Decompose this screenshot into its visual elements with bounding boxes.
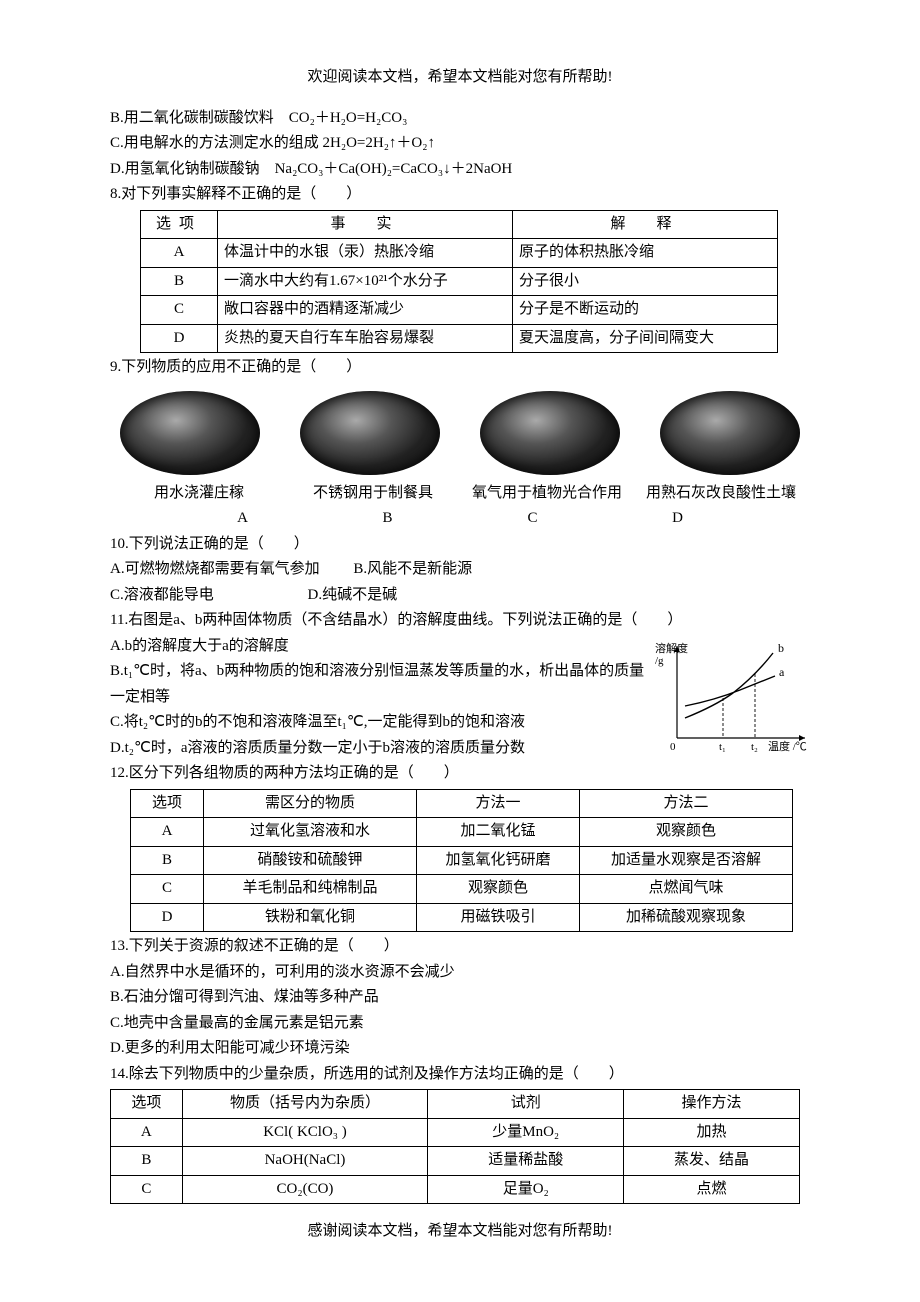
y-label-unit: /g <box>655 655 664 667</box>
q8-table: 选项 事 实 解 释 A体温计中的水银（汞）热胀冷缩原子的体积热胀冷缩 B一滴水… <box>140 210 778 354</box>
q10-opt-b: B.风能不是新能源 <box>353 561 472 577</box>
x-label: 温度 /℃ <box>768 739 807 753</box>
q9-letter-c: C <box>460 506 605 532</box>
option-c-pre: C.用电解水的方法测定水的组成 2H₂O=2H₂↑＋O₂↑ <box>110 131 810 157</box>
q13-opt-b: B.石油分馏可得到汽油、煤油等多种产品 <box>110 985 810 1011</box>
q10-opt-d: D.纯碱不是碱 <box>308 587 398 603</box>
q12-table: 选项 需区分的物质 方法一 方法二 A过氧化氢溶液和水加二氧化锰观察颜色 B硝酸… <box>130 789 793 933</box>
q13-opt-c: C.地壳中含量最高的金属元素是铝元素 <box>110 1011 810 1037</box>
q13-stem: 13.下列关于资源的叙述不正确的是（ ） <box>110 934 810 960</box>
table-row: A体温计中的水银（汞）热胀冷缩原子的体积热胀冷缩 <box>141 239 778 268</box>
q9-caption-d: 用熟石灰改良酸性土壤 <box>634 481 808 507</box>
q12-head-c3: 方法一 <box>417 789 580 818</box>
q14-stem: 14.除去下列物质中的少量杂质，所选用的试剂及操作方法均正确的是（ ） <box>110 1062 810 1088</box>
q10-opt-a: A.可燃物燃烧都需要有氧气参加 <box>110 561 320 577</box>
q12-head-c4: 方法二 <box>580 789 793 818</box>
q13-opt-d: D.更多的利用太阳能可减少环境污染 <box>110 1036 810 1062</box>
table-row: CCO₂(CO)足量O₂点燃 <box>111 1175 800 1204</box>
q9-image-row <box>110 391 810 475</box>
q11-solubility-chart: 溶解度 /g b a 0 t₁ t₂ 温度 /℃ <box>655 638 810 758</box>
xtick-t2: t₂ <box>751 741 758 753</box>
q9-caption-row: 用水浇灌庄稼 不锈钢用于制餐具 氧气用于植物光合作用 用熟石灰改良酸性土壤 <box>110 481 810 507</box>
q8-head-c2: 事 实 <box>218 210 513 239</box>
q8-head-c1: 选项 <box>141 210 218 239</box>
table-row: B一滴水中大约有1.67×10²¹个水分子分子很小 <box>141 267 778 296</box>
q14-table: 选项 物质（括号内为杂质） 试剂 操作方法 AKCl( KClO₃ )少量MnO… <box>110 1089 800 1204</box>
q10-opts-row1: A.可燃物燃烧都需要有氧气参加 B.风能不是新能源 <box>110 557 810 583</box>
q9-letter-b: B <box>315 506 460 532</box>
q12-stem: 12.区分下列各组物质的两种方法均正确的是（ ） <box>110 761 810 787</box>
origin-label: 0 <box>670 741 676 753</box>
q11-opt-b: B.t₁℃时，将a、b两种物质的饱和溶液分别恒温蒸发等质量的水，析出晶体的质量一… <box>110 659 647 710</box>
q9-image-d <box>660 391 800 475</box>
table-row: BNaOH(NaCl)适量稀盐酸蒸发、结晶 <box>111 1147 800 1176</box>
q11-opt-d: D.t₂℃时，a溶液的溶质质量分数一定小于b溶液的溶质质量分数 <box>110 736 647 762</box>
curve-b <box>685 653 773 718</box>
q11-opt-c: C.将t₂℃时的b的不饱和溶液降温至t₁℃,一定能得到b的饱和溶液 <box>110 710 647 736</box>
q11-opt-a: A.b的溶解度大于a的溶解度 <box>110 634 647 660</box>
table-row: B硝酸铵和硫酸钾加氢氧化钙研磨加适量水观察是否溶解 <box>131 846 793 875</box>
option-d-pre: D.用氢氧化钠制碳酸钠 Na₂CO₃＋Ca(OH)₂=CaCO₃↓＋2NaOH <box>110 157 810 183</box>
q14-head-c1: 选项 <box>111 1090 183 1119</box>
q10-opts-row2: C.溶液都能导电 D.纯碱不是碱 <box>110 583 810 609</box>
page-header: 欢迎阅读本文档，希望本文档能对您有所帮助! <box>110 65 810 91</box>
page-footer: 感谢阅读本文档，希望本文档能对您有所帮助! <box>110 1219 810 1245</box>
option-b-pre: B.用二氧化碳制碳酸饮料 CO₂＋H₂O=H₂CO₃ <box>110 106 810 132</box>
q14-head-c3: 试剂 <box>428 1090 624 1119</box>
q9-stem: 9.下列物质的应用不正确的是（ ） <box>110 355 810 381</box>
q10-stem: 10.下列说法正确的是（ ） <box>110 532 810 558</box>
table-row: D炎热的夏天自行车车胎容易爆裂夏天温度高，分子间间隔变大 <box>141 324 778 353</box>
label-a: a <box>779 665 785 679</box>
table-row: D铁粉和氧化铜用磁铁吸引加稀硫酸观察现象 <box>131 903 793 932</box>
q13-opt-a: A.自然界中水是循环的，可利用的淡水资源不会减少 <box>110 960 810 986</box>
table-row: A过氧化氢溶液和水加二氧化锰观察颜色 <box>131 818 793 847</box>
q9-image-b <box>300 391 440 475</box>
q9-caption-b: 不锈钢用于制餐具 <box>286 481 460 507</box>
q11-stem: 11.右图是a、b两种固体物质（不含结晶水）的溶解度曲线。下列说法正确的是（ ） <box>110 608 810 634</box>
q9-letter-a: A <box>170 506 315 532</box>
q12-head-c2: 需区分的物质 <box>204 789 417 818</box>
q8-head-c3: 解 释 <box>513 210 778 239</box>
q9-caption-a: 用水浇灌庄稼 <box>112 481 286 507</box>
table-row: AKCl( KClO₃ )少量MnO₂加热 <box>111 1118 800 1147</box>
q9-image-a <box>120 391 260 475</box>
q12-head-c1: 选项 <box>131 789 204 818</box>
q10-opt-c: C.溶液都能导电 <box>110 587 214 603</box>
table-row: C羊毛制品和纯棉制品观察颜色点燃闻气味 <box>131 875 793 904</box>
xtick-t1: t₁ <box>719 741 726 753</box>
q9-caption-c: 氧气用于植物光合作用 <box>460 481 634 507</box>
q9-image-c <box>480 391 620 475</box>
q14-head-c2: 物质（括号内为杂质） <box>182 1090 428 1119</box>
q9-letter-d: D <box>605 506 750 532</box>
curve-a <box>685 676 775 706</box>
y-label-top: 溶解度 <box>655 641 688 655</box>
q8-stem: 8.对下列事实解释不正确的是（ ） <box>110 182 810 208</box>
table-row: C敞口容器中的酒精逐渐减少分子是不断运动的 <box>141 296 778 325</box>
q9-letter-row: A B C D <box>110 506 810 532</box>
label-b: b <box>778 641 784 655</box>
q14-head-c4: 操作方法 <box>624 1090 800 1119</box>
